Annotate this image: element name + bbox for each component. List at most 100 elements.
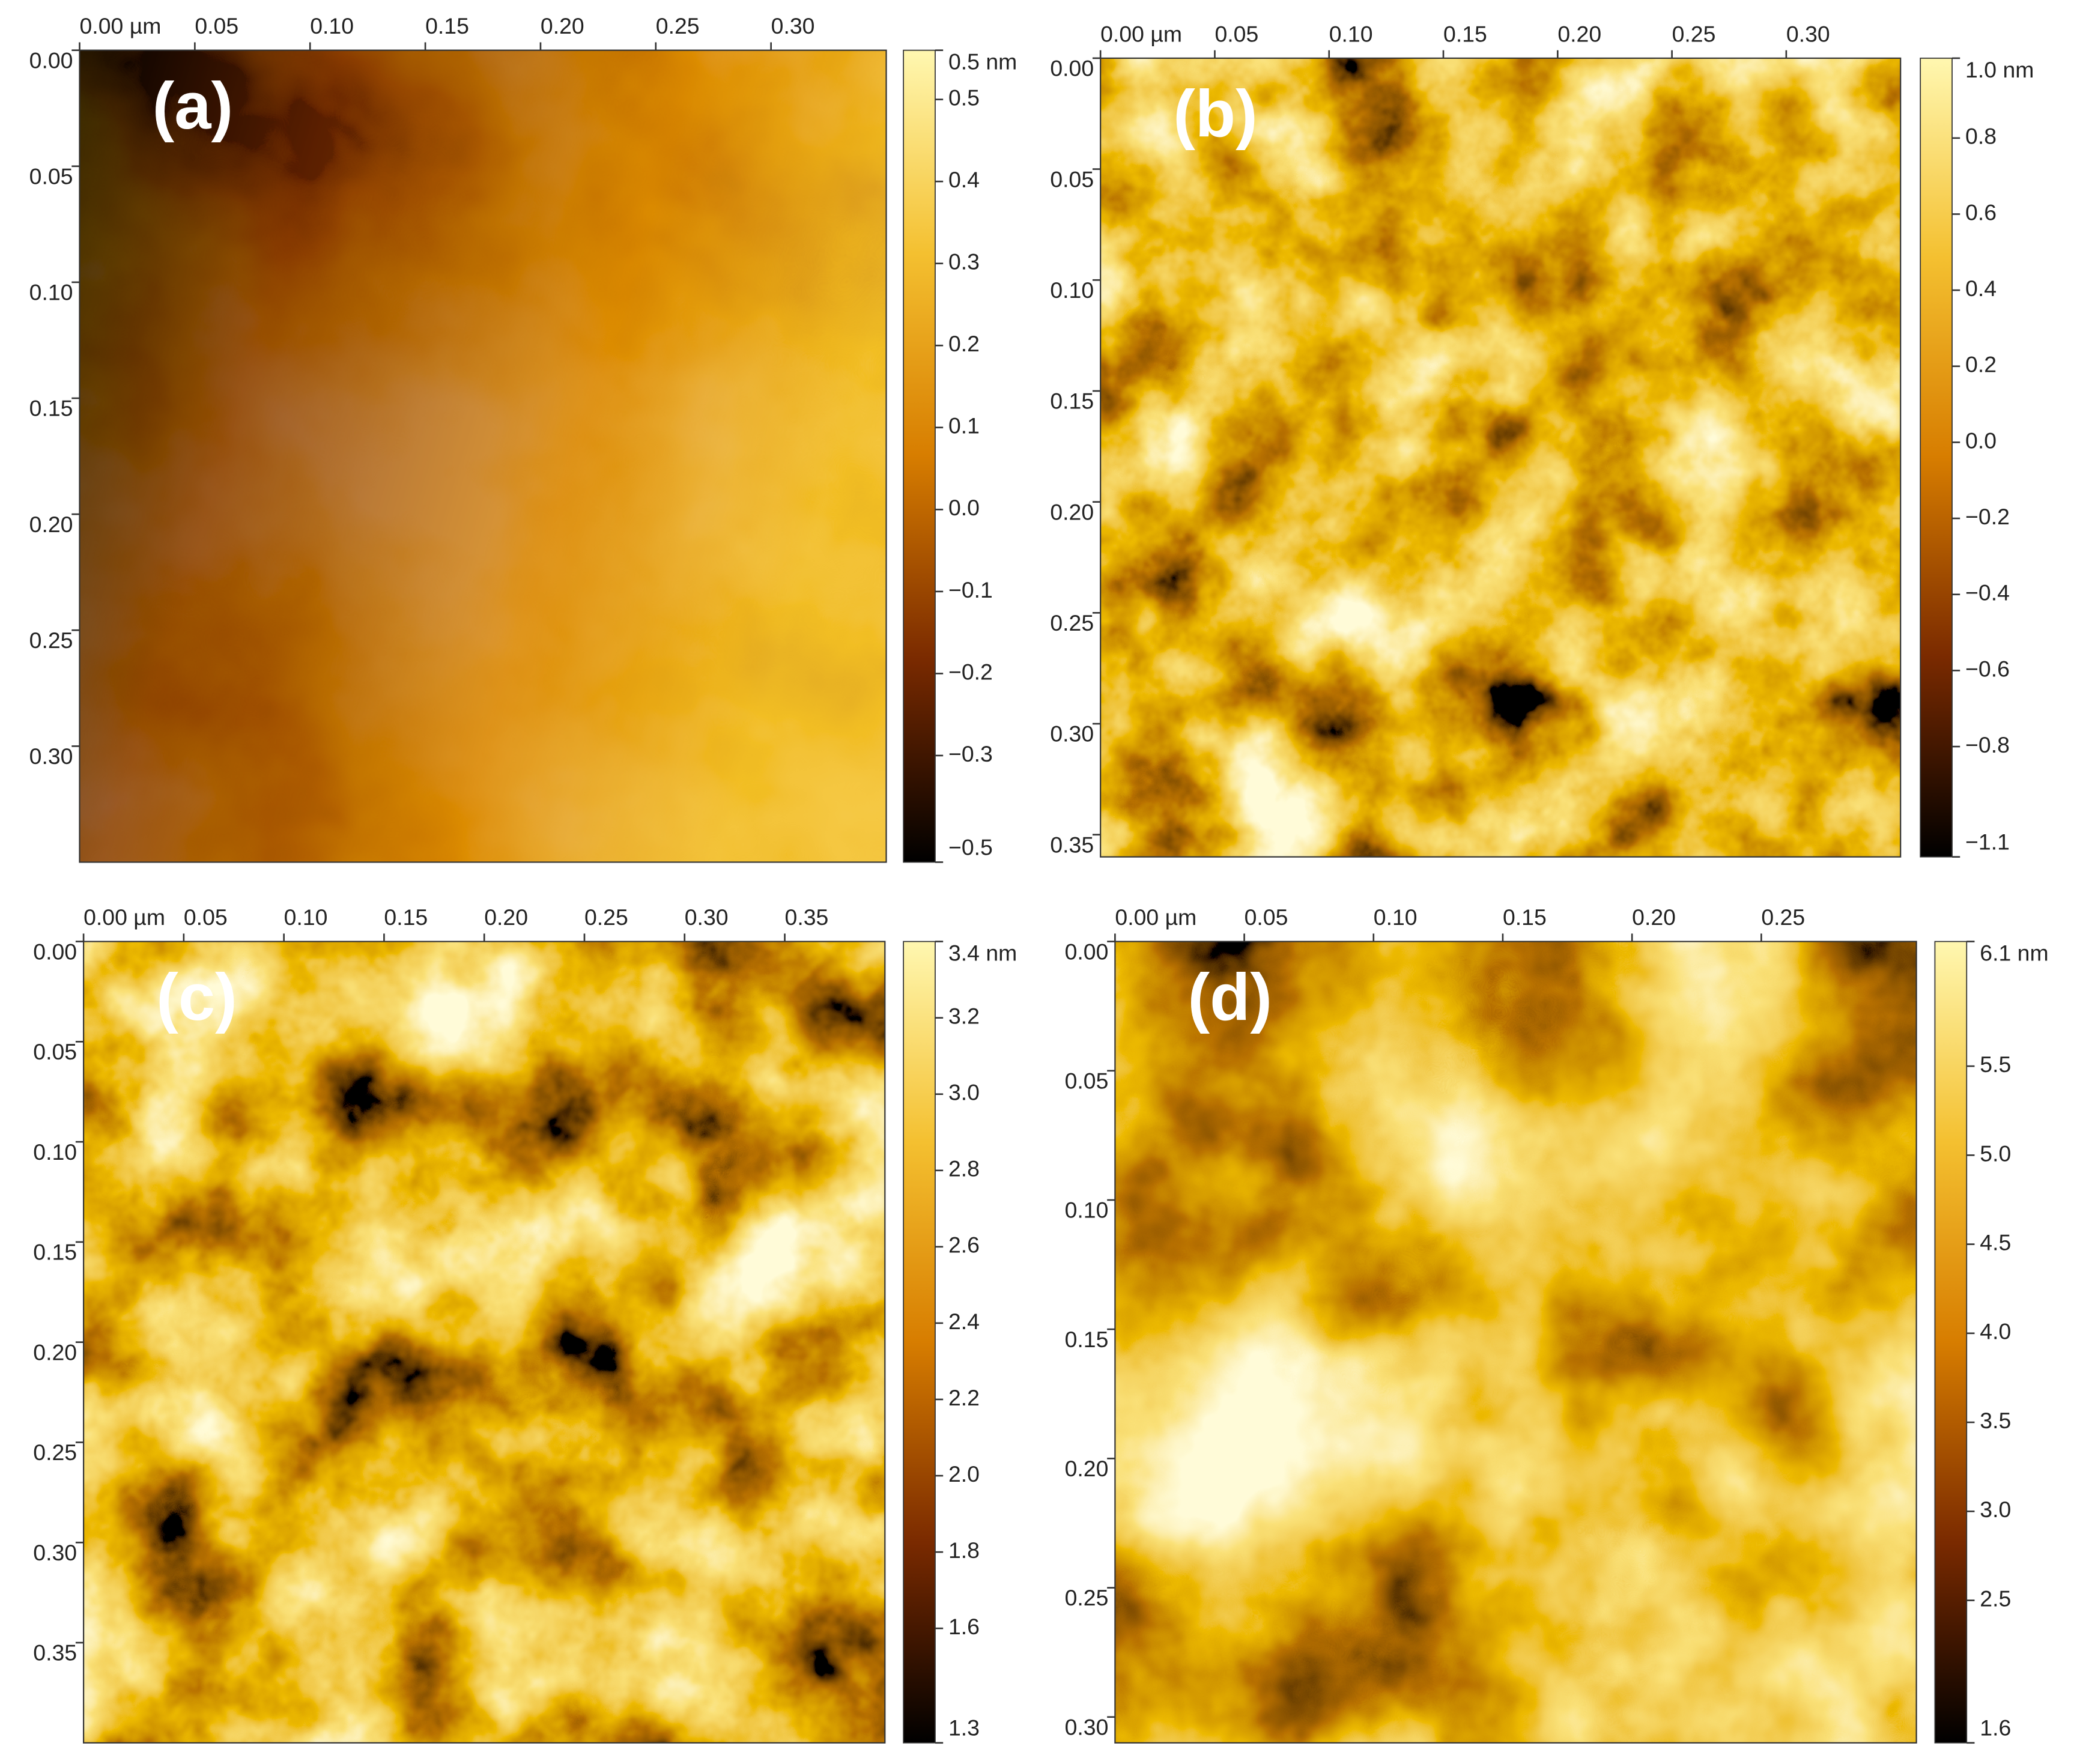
x-tick-label: 0.25	[1761, 905, 1805, 930]
x-tick-label: 0.15	[384, 905, 428, 930]
x-tick-label: 0.30	[771, 13, 815, 38]
y-tick-label: 0.10	[1050, 277, 1094, 303]
y-tick-label: 0.25	[1065, 1585, 1109, 1610]
y-tick-label: 0.05	[29, 163, 73, 189]
colorbar-tick-label: 0.6	[1965, 199, 1997, 225]
image-frame	[1100, 57, 1902, 858]
colorbar-tick-label: −0.6	[1965, 656, 2010, 681]
colorbar-tick-label: −0.4	[1965, 580, 2010, 605]
x-tick-label: 0.00 µm	[80, 13, 162, 38]
panel-label: (c)	[156, 960, 237, 1034]
x-tick-label: 0.25	[584, 905, 628, 930]
image-frame	[1114, 941, 1917, 1744]
colorbar-tick-label: 0.4	[948, 167, 980, 192]
colorbar-max-label: 6.1 nm	[1980, 940, 2048, 965]
colorbar-min-label: −1.1	[1965, 829, 2010, 855]
y-tick-label: 0.30	[1050, 721, 1094, 747]
x-tick-label: 0.30	[1786, 21, 1830, 46]
x-tick-label: 0.05	[195, 13, 238, 38]
colorbar-max-label: 3.4 nm	[948, 940, 1017, 965]
colorbar	[903, 941, 936, 1744]
x-tick-label: 0.00 µm	[1115, 905, 1196, 930]
y-tick-label: 0.25	[29, 628, 73, 653]
y-tick-label: 0.35	[33, 1640, 77, 1665]
y-tick-label: 0.05	[1050, 166, 1094, 192]
y-tick-label: 0.05	[33, 1039, 77, 1064]
panel-label: (a)	[153, 69, 234, 143]
colorbar-tick-label: 0.5	[948, 85, 980, 110]
y-tick-label: 0.10	[33, 1139, 77, 1165]
colorbar	[1920, 57, 1953, 858]
colorbar-tick-label: 2.8	[948, 1156, 980, 1181]
colorbar-tick-label: 1.8	[948, 1538, 980, 1563]
image-frame	[79, 49, 887, 863]
x-tick-label: 0.20	[484, 905, 528, 930]
x-tick-label: 0.05	[1245, 905, 1288, 930]
colorbar-min-label: −0.5	[948, 834, 993, 859]
colorbar-tick-label: 2.6	[948, 1232, 980, 1258]
y-tick-label: 0.00	[1065, 939, 1109, 964]
colorbar-tick-label: 0.0	[948, 495, 980, 520]
y-tick-label: 0.10	[29, 280, 73, 305]
colorbar-tick-label: −0.2	[1965, 504, 2010, 529]
colorbar-tick-label: 0.4	[1965, 276, 1997, 301]
y-tick-label: 0.20	[29, 512, 73, 537]
y-tick-label: 0.00	[33, 939, 77, 964]
colorbar-tick-label: 0.0	[1965, 428, 1997, 453]
afm-image	[83, 941, 885, 1743]
x-tick-label: 0.05	[1214, 21, 1258, 46]
colorbar-min-label: 1.3	[948, 1715, 980, 1741]
x-tick-label: 0.25	[656, 13, 700, 38]
colorbar-tick-label: 3.5	[1980, 1408, 2011, 1433]
y-tick-label: 0.35	[1050, 832, 1094, 857]
colorbar-tick-label: −0.8	[1965, 732, 2010, 757]
colorbar-tick-label: 2.2	[948, 1385, 980, 1410]
x-tick-label: 0.35	[785, 905, 829, 930]
y-tick-label: 0.30	[33, 1540, 77, 1565]
colorbar-tick-label: 1.6	[948, 1614, 980, 1639]
x-tick-label: 0.05	[184, 905, 228, 930]
colorbar-tick-label: 5.0	[1980, 1141, 2011, 1166]
y-tick-label: 0.20	[33, 1339, 77, 1365]
colorbar-tick-label: 0.8	[1965, 124, 1997, 149]
colorbar-tick-label: 0.3	[948, 249, 980, 274]
colorbar-tick-label: 2.4	[948, 1309, 980, 1334]
colorbar-tick-label: −0.2	[948, 659, 993, 684]
colorbar-tick-label: 0.1	[948, 413, 980, 438]
afm-image	[1115, 941, 1917, 1743]
colorbar-tick-label: 5.5	[1980, 1052, 2011, 1077]
y-tick-label: 0.15	[33, 1240, 77, 1265]
y-tick-label: 0.20	[1065, 1456, 1109, 1481]
x-tick-label: 0.15	[1503, 905, 1547, 930]
colorbar-tick-label: −0.3	[948, 741, 993, 766]
x-tick-label: 0.10	[284, 905, 328, 930]
x-tick-label: 0.20	[1557, 21, 1601, 46]
colorbar-tick-label: 4.5	[1980, 1229, 2011, 1255]
x-tick-label: 0.15	[1443, 21, 1487, 46]
x-tick-label: 0.10	[1329, 21, 1373, 46]
y-tick-label: 0.30	[1065, 1714, 1109, 1739]
y-tick-label: 0.05	[1065, 1068, 1109, 1093]
x-tick-label: 0.10	[1374, 905, 1418, 930]
y-tick-label: 0.25	[1050, 610, 1094, 635]
colorbar	[903, 49, 936, 863]
colorbar-tick-label: 0.2	[948, 331, 980, 356]
colorbar	[1934, 941, 1968, 1744]
x-tick-label: 0.00 µm	[83, 905, 165, 930]
colorbar-tick-label: −0.1	[948, 577, 993, 602]
y-tick-label: 0.15	[29, 396, 73, 421]
colorbar-min-label: 1.6	[1980, 1715, 2011, 1741]
y-tick-label: 0.15	[1050, 389, 1094, 414]
panel-label: (b)	[1173, 77, 1258, 151]
colorbar-tick-label: 3.2	[948, 1004, 980, 1029]
y-tick-label: 0.00	[29, 47, 73, 73]
colorbar-max-label: 1.0 nm	[1965, 57, 2034, 82]
afm-texture	[79, 50, 887, 862]
colorbar-tick-label: 2.5	[1980, 1586, 2011, 1611]
x-tick-label: 0.30	[685, 905, 729, 930]
y-tick-label: 0.10	[1065, 1198, 1109, 1223]
y-tick-label: 0.30	[29, 744, 73, 769]
colorbar-tick-label: 3.0	[1980, 1497, 2011, 1522]
colorbar-tick-label: 4.0	[1980, 1319, 2011, 1344]
